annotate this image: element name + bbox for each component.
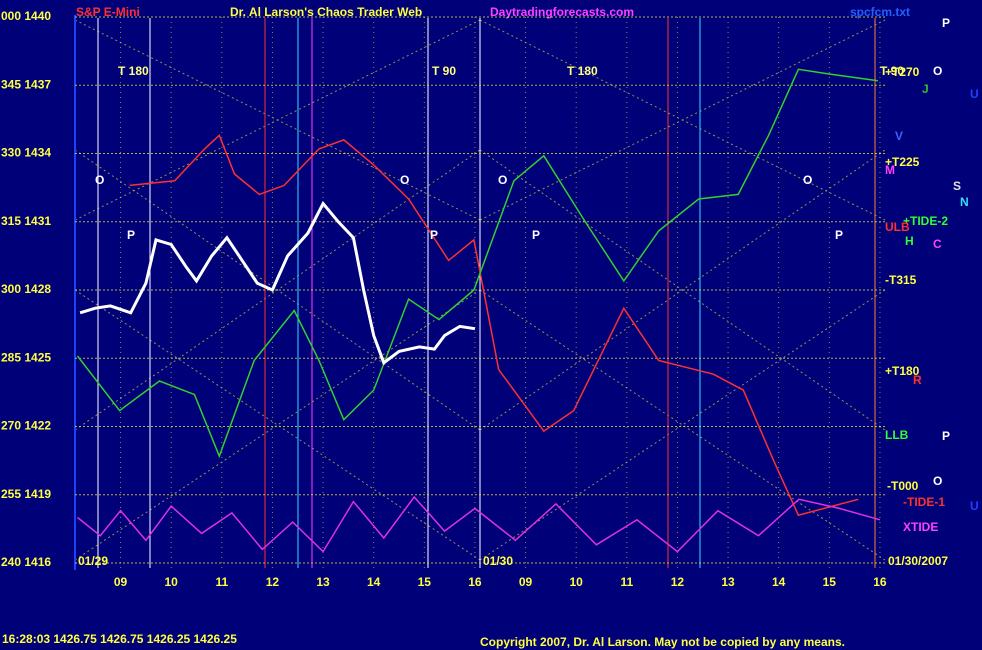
instrument: S&P E-Mini xyxy=(76,5,140,19)
diagonal xyxy=(479,289,886,561)
annotation: O xyxy=(95,173,104,187)
annotation: O xyxy=(400,173,409,187)
annotation: O xyxy=(803,173,812,187)
annotation: LLB xyxy=(885,428,909,442)
annotation: O xyxy=(933,474,942,488)
annotation: -T315 xyxy=(885,273,917,287)
y-tick-label: 000 1440 xyxy=(1,9,51,23)
annotation: T 90 xyxy=(432,64,456,78)
annotation: T 180 xyxy=(567,64,598,78)
series-line xyxy=(77,495,881,553)
diagonal xyxy=(479,149,886,431)
x-tick-label: 11 xyxy=(620,575,633,589)
x-tick-label: 13 xyxy=(721,575,735,589)
x-tick-label: 14 xyxy=(772,575,786,589)
file-name: spcfcm.txt xyxy=(850,5,910,19)
annotation: +T270 xyxy=(885,65,920,79)
annotation: T 90 xyxy=(880,64,904,78)
annotation: T 180 xyxy=(118,64,149,78)
annotation: -TIDE-1 xyxy=(903,495,945,509)
diagonal xyxy=(479,19,886,221)
diagonal xyxy=(74,289,481,561)
x-tick-label: 15 xyxy=(418,575,432,589)
series-line xyxy=(129,134,859,517)
x-tick-label: 15 xyxy=(823,575,837,589)
annotation: S xyxy=(953,179,961,193)
annotation: U xyxy=(970,87,979,101)
annotation: O xyxy=(933,64,942,78)
x-tick-label: 12 xyxy=(671,575,685,589)
annotation: P xyxy=(942,429,950,443)
y-tick-label: 285 1425 xyxy=(1,350,51,364)
annotation: XTIDE xyxy=(903,520,938,534)
annotation: U xyxy=(970,499,979,513)
annotation: P xyxy=(430,228,438,242)
chart-title: Dr. Al Larson's Chaos Trader Web xyxy=(230,5,422,19)
annotation: +T180 xyxy=(885,364,920,378)
y-tick-label: 240 1416 xyxy=(1,555,51,569)
y-tick-label: 255 1419 xyxy=(1,487,51,501)
diagonal xyxy=(74,289,481,561)
annotation: J xyxy=(922,82,929,96)
x-tick-label: 16 xyxy=(468,575,482,589)
site: Daytradingforecasts.com xyxy=(490,5,634,19)
x-tick-label: 16 xyxy=(873,575,887,589)
annotation: 01/30/2007 xyxy=(888,554,948,568)
annotation: +TIDE-2 xyxy=(903,214,948,228)
annotation: N xyxy=(960,195,969,209)
x-tick-label: 13 xyxy=(316,575,330,589)
copyright: Copyright 2007, Dr. Al Larson. May not b… xyxy=(480,635,845,649)
x-tick-label: 10 xyxy=(165,575,179,589)
x-tick-label: 09 xyxy=(114,575,128,589)
x-tick-label: 12 xyxy=(266,575,280,589)
y-tick-label: 300 1428 xyxy=(1,282,51,296)
annotation: P xyxy=(835,228,843,242)
annotation: M xyxy=(885,163,895,177)
x-tick-label: 14 xyxy=(367,575,381,589)
status-line: 16:28:03 1426.75 1426.75 1426.25 1426.25 xyxy=(2,632,237,646)
annotation: ULB xyxy=(885,220,910,234)
cycle-diagonals xyxy=(74,19,886,561)
diagonal xyxy=(479,289,886,561)
annotation: O xyxy=(498,173,507,187)
annotation: P xyxy=(942,16,950,30)
annotation: H xyxy=(905,234,914,248)
annotation: P xyxy=(127,228,135,242)
x-tick-label: 11 xyxy=(215,575,228,589)
annotation: R xyxy=(913,373,922,387)
y-tick-label: 270 1422 xyxy=(1,419,51,433)
annotation: 01/29 xyxy=(78,554,108,568)
y-tick-label: 330 1434 xyxy=(1,146,51,160)
y-tick-label: 345 1437 xyxy=(1,77,51,91)
annotation: P xyxy=(532,228,540,242)
x-tick-label: 10 xyxy=(570,575,584,589)
series-line xyxy=(79,200,476,366)
annotation: -T000 xyxy=(887,479,919,493)
x-tick-label: 09 xyxy=(519,575,533,589)
diagonal xyxy=(74,149,481,431)
annotation: V xyxy=(895,129,903,143)
annotation: C xyxy=(933,237,942,251)
series-line xyxy=(76,68,879,459)
annotation: +T225 xyxy=(885,155,920,169)
time-lines xyxy=(97,18,876,568)
annotation: 01/30 xyxy=(483,554,513,568)
y-tick-label: 315 1431 xyxy=(1,214,51,228)
diagonal xyxy=(74,19,481,221)
